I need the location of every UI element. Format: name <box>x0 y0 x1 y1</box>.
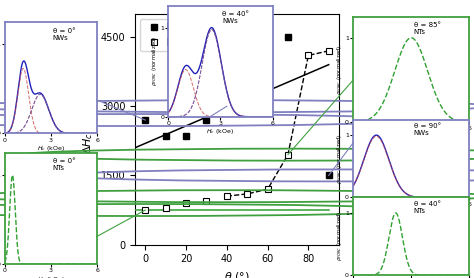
Text: θ = 90°
NWs: θ = 90° NWs <box>413 123 441 136</box>
X-axis label: $H_c$ (kOe): $H_c$ (kOe) <box>397 133 425 142</box>
Text: θ = 0°
NWs: θ = 0° NWs <box>53 28 75 41</box>
Y-axis label: $\rho_{FORC}$ (normalized): $\rho_{FORC}$ (normalized) <box>335 211 344 261</box>
X-axis label: $H_c$ (kOe): $H_c$ (kOe) <box>37 275 65 278</box>
Text: θ = 0°
NTs: θ = 0° NTs <box>53 158 75 172</box>
Legend: NWs, NTs: NWs, NTs <box>140 19 192 51</box>
Y-axis label: $\Delta H_c$ (Oe): $\Delta H_c$ (Oe) <box>82 105 95 154</box>
Y-axis label: $\rho_{FORC}$ (normalized): $\rho_{FORC}$ (normalized) <box>335 133 344 183</box>
X-axis label: $H_c$ (kOe): $H_c$ (kOe) <box>37 144 65 153</box>
X-axis label: $H_c$ (kOe): $H_c$ (kOe) <box>397 208 425 217</box>
Text: θ = 40°
NTs: θ = 40° NTs <box>413 201 440 214</box>
Text: θ = 85°
NTs: θ = 85° NTs <box>413 22 440 35</box>
Y-axis label: $\rho_{FORC}$ (normalized): $\rho_{FORC}$ (normalized) <box>150 36 159 86</box>
X-axis label: $H_c$ (kOe): $H_c$ (kOe) <box>207 127 234 136</box>
Y-axis label: $\rho_{FORC}$ (normalized): $\rho_{FORC}$ (normalized) <box>335 44 344 95</box>
X-axis label: $\theta$ (°): $\theta$ (°) <box>224 270 250 278</box>
Text: θ = 40°
NWs: θ = 40° NWs <box>222 11 249 24</box>
